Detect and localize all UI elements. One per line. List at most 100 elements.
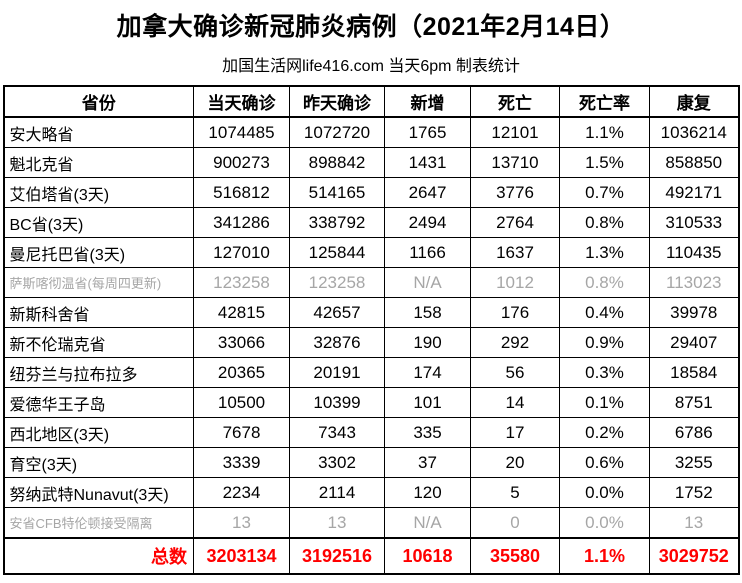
value-cell: 10500 <box>193 387 290 418</box>
column-header-6: 康复 <box>649 85 739 118</box>
value-cell: 13 <box>193 507 290 539</box>
page-subtitle: 加国生活网life416.com 当天6pm 制表统计 <box>222 58 520 75</box>
value-cell: 20191 <box>289 357 385 388</box>
value-cell: 2764 <box>470 207 560 238</box>
value-cell: 341286 <box>193 207 290 238</box>
value-cell: 10399 <box>289 387 385 418</box>
value-cell: 8751 <box>649 387 739 418</box>
value-cell: 18584 <box>649 357 739 388</box>
value-cell: 858850 <box>649 147 739 178</box>
value-cell: 113023 <box>649 267 739 298</box>
value-cell: 1.1% <box>559 116 650 148</box>
value-cell: 492171 <box>649 177 739 208</box>
table-row: 艾伯塔省(3天) 516812 514165 2647 3776 0.7% 492171 <box>3 177 739 208</box>
page-title: 加拿大确诊新冠肺炎病例（2021年2月14日） <box>116 13 626 41</box>
value-cell: 127010 <box>193 237 290 268</box>
value-cell: 56 <box>470 357 560 388</box>
value-cell: 7343 <box>289 417 385 448</box>
value-cell: N/A <box>384 507 471 539</box>
value-cell: 13 <box>289 507 385 539</box>
value-cell: 0.8% <box>559 207 650 238</box>
province-cell: 曼尼托巴省(3天) <box>3 237 194 268</box>
province-cell: 努纳武特Nunavut(3天) <box>3 477 194 508</box>
value-cell: 3029752 <box>649 537 739 575</box>
value-cell: 0.6% <box>559 447 650 478</box>
value-cell: 101 <box>384 387 471 418</box>
value-cell: 1166 <box>384 237 471 268</box>
value-cell: 174 <box>384 357 471 388</box>
value-cell: 33066 <box>193 327 290 358</box>
value-cell: 29407 <box>649 327 739 358</box>
value-cell: 5 <box>470 477 560 508</box>
value-cell: 190 <box>384 327 471 358</box>
province-cell: BC省(3天) <box>3 207 194 238</box>
value-cell: 2114 <box>289 477 385 508</box>
province-cell: 育空(3天) <box>3 447 194 478</box>
value-cell: 0.7% <box>559 177 650 208</box>
table-row: 安省CFB特伦顿接受隔离 13 13 N/A 0 0.0% 13 <box>3 507 739 539</box>
value-cell: 10618 <box>384 537 471 575</box>
province-cell: 纽芬兰与拉布拉多 <box>3 357 194 388</box>
value-cell: 516812 <box>193 177 290 208</box>
table-row: 安大略省 1074485 1072720 1765 12101 1.1% 1036214 <box>3 116 739 148</box>
province-cell: 安省CFB特伦顿接受隔离 <box>3 507 194 539</box>
value-cell: 2647 <box>384 177 471 208</box>
table-row: 魁北克省 900273 898842 1431 13710 1.5% 858850 <box>3 147 739 178</box>
province-cell: 新斯科舍省 <box>3 297 194 328</box>
table-row: 努纳武特Nunavut(3天) 2234 2114 120 5 0.0% 1752 <box>3 477 739 508</box>
table-row: 萨斯喀彻温省(每周四更新) 123258 123258 N/A 1012 0.8% 1130… <box>3 267 739 298</box>
value-cell: 120 <box>384 477 471 508</box>
table-row: 爱德华王子岛 10500 10399 101 14 0.1% 8751 <box>3 387 739 418</box>
province-cell: 爱德华王子岛 <box>3 387 194 418</box>
value-cell: 42657 <box>289 297 385 328</box>
value-cell: 1072720 <box>289 116 385 148</box>
value-cell: 1.3% <box>559 237 650 268</box>
value-cell: 3255 <box>649 447 739 478</box>
value-cell: 310533 <box>649 207 739 238</box>
column-header-4: 死亡 <box>470 85 560 118</box>
value-cell: 42815 <box>193 297 290 328</box>
value-cell: 1752 <box>649 477 739 508</box>
value-cell: 1074485 <box>193 116 290 148</box>
value-cell: 176 <box>470 297 560 328</box>
value-cell: 0.0% <box>559 507 650 539</box>
value-cell: 335 <box>384 417 471 448</box>
value-cell: 13 <box>649 507 739 539</box>
header-row: 省份 当天确诊 昨天确诊 新增 死亡 死亡率 康复 <box>3 85 739 118</box>
value-cell: 35580 <box>470 537 560 575</box>
value-cell: 20365 <box>193 357 290 388</box>
value-cell: 17 <box>470 417 560 448</box>
value-cell: 110435 <box>649 237 739 268</box>
value-cell: 3302 <box>289 447 385 478</box>
table-row: BC省(3天) 341286 338792 2494 2764 0.8% 310533 <box>3 207 739 238</box>
table-row: 曼尼托巴省(3天) 127010 125844 1166 1637 1.3% 110435 <box>3 237 739 268</box>
table-row: 西北地区(3天) 7678 7343 335 17 0.2% 6786 <box>3 417 739 448</box>
value-cell: 0.4% <box>559 297 650 328</box>
value-cell: 0 <box>470 507 560 539</box>
value-cell: 125844 <box>289 237 385 268</box>
value-cell: 3203134 <box>193 537 290 575</box>
value-cell: 14 <box>470 387 560 418</box>
table-row: 新不伦瑞克省 33066 32876 190 292 0.9% 29407 <box>3 327 739 358</box>
value-cell: 6786 <box>649 417 739 448</box>
value-cell: 0.9% <box>559 327 650 358</box>
value-cell: 32876 <box>289 327 385 358</box>
column-header-5: 死亡率 <box>559 85 650 118</box>
value-cell: 292 <box>470 327 560 358</box>
province-cell: 新不伦瑞克省 <box>3 327 194 358</box>
value-cell: 123258 <box>193 267 290 298</box>
value-cell: 1012 <box>470 267 560 298</box>
value-cell: 0.8% <box>559 267 650 298</box>
province-cell: 艾伯塔省(3天) <box>3 177 194 208</box>
value-cell: 13710 <box>470 147 560 178</box>
value-cell: 1.5% <box>559 147 650 178</box>
value-cell: 898842 <box>289 147 385 178</box>
value-cell: 1.1% <box>559 537 650 575</box>
value-cell: 3339 <box>193 447 290 478</box>
value-cell: 2234 <box>193 477 290 508</box>
value-cell: 7678 <box>193 417 290 448</box>
value-cell: 1765 <box>384 116 471 148</box>
value-cell: 338792 <box>289 207 385 238</box>
value-cell: 0.1% <box>559 387 650 418</box>
